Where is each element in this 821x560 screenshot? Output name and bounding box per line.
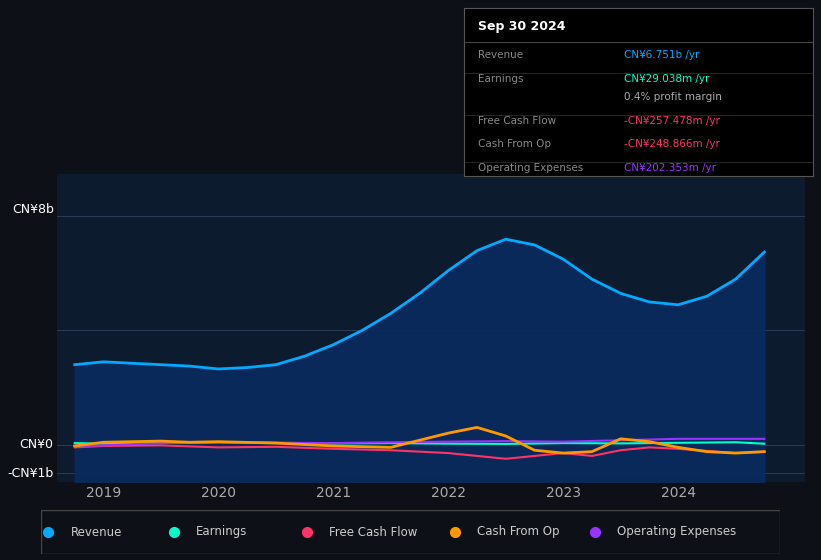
Text: Cash From Op: Cash From Op xyxy=(478,139,551,150)
Text: -CN¥248.866m /yr: -CN¥248.866m /yr xyxy=(624,139,720,150)
Text: Earnings: Earnings xyxy=(196,525,248,539)
Text: Earnings: Earnings xyxy=(478,74,523,84)
Text: Operating Expenses: Operating Expenses xyxy=(617,525,736,539)
Text: -CN¥257.478m /yr: -CN¥257.478m /yr xyxy=(624,116,720,126)
Text: CN¥0: CN¥0 xyxy=(20,438,53,451)
Text: -CN¥1b: -CN¥1b xyxy=(7,466,53,479)
Text: CN¥6.751b /yr: CN¥6.751b /yr xyxy=(624,50,699,60)
Text: Free Cash Flow: Free Cash Flow xyxy=(329,525,418,539)
Text: Free Cash Flow: Free Cash Flow xyxy=(478,116,556,126)
Text: Cash From Op: Cash From Op xyxy=(477,525,559,539)
Text: CN¥8b: CN¥8b xyxy=(11,203,53,216)
Text: Operating Expenses: Operating Expenses xyxy=(478,163,583,173)
Text: CN¥202.353m /yr: CN¥202.353m /yr xyxy=(624,163,717,173)
Text: 0.4% profit margin: 0.4% profit margin xyxy=(624,92,722,102)
Text: Revenue: Revenue xyxy=(478,50,523,60)
Text: Sep 30 2024: Sep 30 2024 xyxy=(478,20,566,33)
Text: CN¥29.038m /yr: CN¥29.038m /yr xyxy=(624,74,709,84)
Text: Revenue: Revenue xyxy=(71,525,122,539)
